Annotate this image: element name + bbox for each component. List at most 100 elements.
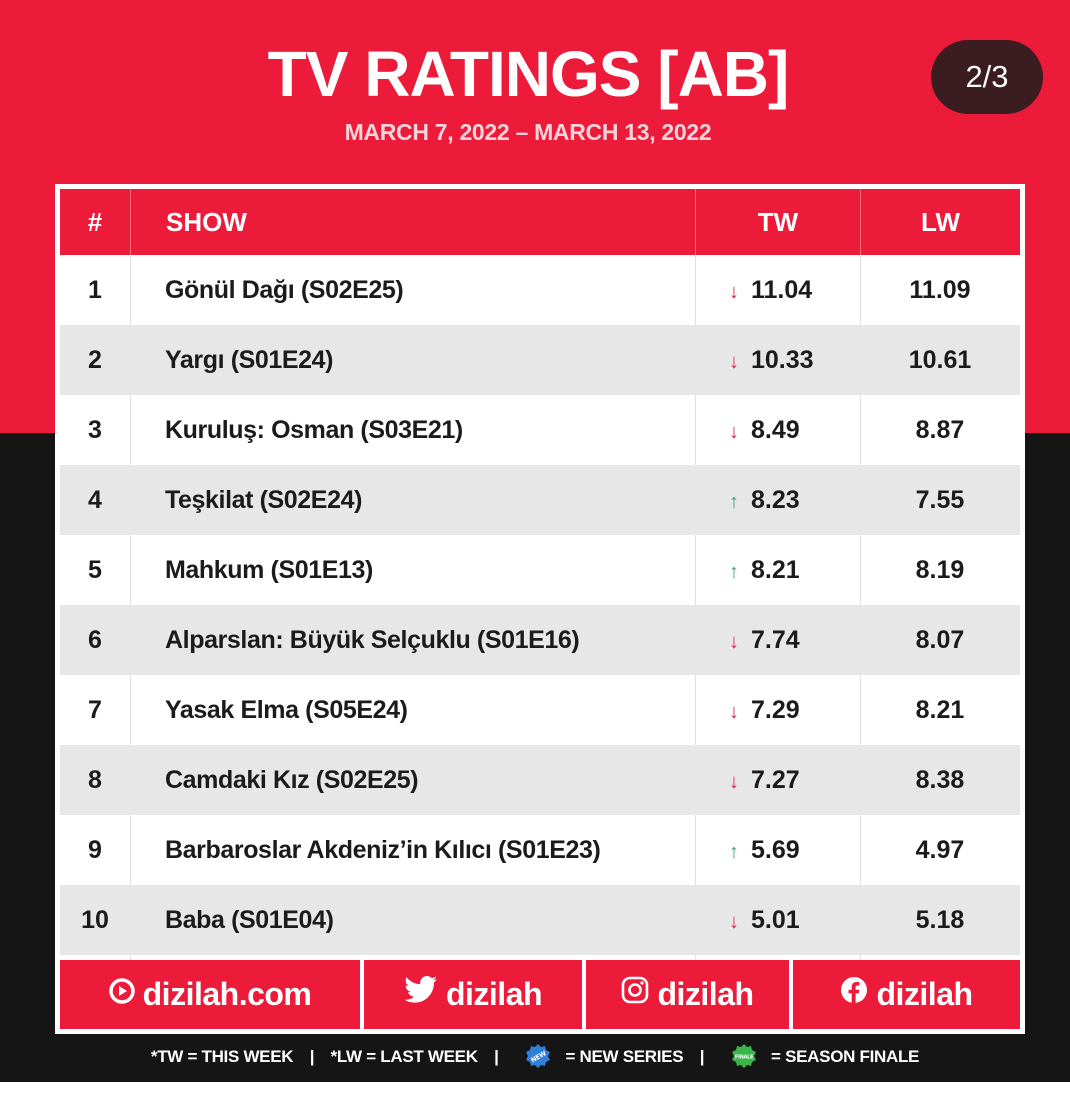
trend-down-icon: ↓ — [729, 701, 739, 723]
last-week-cell: 8.07 — [915, 626, 965, 654]
table-row: 4 Teşkilat (S02E24) ↑ 8.23 7.55 — [60, 465, 1020, 535]
trend-down-icon: ↓ — [729, 421, 739, 443]
rank-cell: 9 — [88, 836, 102, 864]
social-link-facebook[interactable]: dizilah — [793, 960, 1020, 1029]
this-week-value: 5.01 — [751, 906, 800, 934]
last-week-cell: 11.09 — [909, 276, 971, 304]
this-week-cell: ↓ 11.04 — [725, 255, 865, 325]
legend-separator: | — [699, 1047, 705, 1066]
show-title-cell: Barbaroslar Akdeniz’in Kılıcı (S01E23) — [165, 836, 601, 864]
show-title-cell: Camdaki Kız (S02E25) — [165, 766, 419, 794]
trend-up-icon: ↑ — [729, 491, 739, 513]
this-week-cell: ↓ 7.27 — [725, 745, 865, 815]
this-week-cell: ↓ 7.29 — [725, 675, 865, 745]
last-week-cell: 8.21 — [915, 696, 965, 724]
legend-separator: | — [494, 1047, 499, 1066]
twitter-icon — [404, 959, 438, 1028]
rank-cell: 5 — [88, 556, 102, 584]
social-link-instagram[interactable]: dizilah — [586, 960, 789, 1029]
this-week-value: 5.69 — [751, 836, 800, 864]
show-title-cell: Baba (S01E04) — [165, 906, 334, 934]
this-week-cell: ↓ 10.33 — [725, 325, 865, 395]
this-week-cell: ↑ 8.21 — [725, 535, 865, 605]
social-link-label: dizilah.com — [142, 976, 312, 1012]
dizilah-logo-icon — [108, 959, 135, 1028]
this-week-value: 8.23 — [751, 486, 800, 514]
social-link-label: dizilah — [445, 976, 543, 1012]
new-series-badge-icon: NEW — [525, 1043, 551, 1069]
legend-last-week: *LW = LAST WEEK — [330, 1047, 478, 1066]
trend-down-icon: ↓ — [729, 281, 739, 303]
this-week-value: 8.49 — [751, 416, 800, 444]
column-header-show: SHOW — [130, 189, 695, 255]
this-week-value: 7.27 — [751, 766, 800, 794]
trend-down-icon: ↓ — [729, 631, 739, 653]
facebook-icon — [840, 959, 868, 1028]
table-row: 7 Yasak Elma (S05E24) ↓ 7.29 8.21 — [60, 675, 1020, 745]
legend-new-series: = NEW SERIES — [565, 1047, 684, 1066]
trend-down-icon: ↓ — [729, 771, 739, 793]
social-link-twitter[interactable]: dizilah — [364, 960, 582, 1029]
date-range: MARCH 7, 2022 – MARCH 13, 2022 — [344, 119, 712, 145]
legend: *TW = THIS WEEK | *LW = LAST WEEK | NEW … — [0, 1042, 1070, 1072]
this-week-cell: ↓ 7.74 — [725, 605, 865, 675]
ratings-poster: TV RATINGS [AB] MARCH 7, 2022 – MARCH 13… — [0, 0, 1070, 1082]
last-week-cell: 8.19 — [915, 556, 965, 584]
social-link-dizilah-logo[interactable]: dizilah.com — [60, 960, 360, 1029]
column-header-rank: # — [87, 207, 103, 237]
last-week-cell: 5.18 — [915, 906, 965, 934]
table-row: 10 Baba (S01E04) ↓ 5.01 5.18 — [60, 885, 1020, 955]
this-week-value: 10.33 — [751, 346, 814, 374]
legend-separator: | — [309, 1047, 315, 1066]
rank-cell: 3 — [88, 416, 102, 444]
table-row: 3 Kuruluş: Osman (S03E21) ↓ 8.49 8.87 — [60, 395, 1020, 465]
last-week-cell: 10.61 — [908, 346, 972, 374]
show-title-cell: Gönül Dağı (S02E25) — [165, 276, 404, 304]
finale-badge-label: FINALE — [735, 1054, 754, 1060]
show-title-cell: Mahkum (S01E13) — [165, 556, 373, 584]
rank-cell: 6 — [88, 626, 102, 654]
this-week-value: 11.04 — [751, 276, 813, 304]
page-indicator[interactable]: 2/3 — [931, 40, 1043, 114]
rank-cell: 4 — [88, 486, 102, 514]
social-link-label: dizilah — [876, 976, 973, 1012]
rank-cell: 7 — [88, 696, 102, 724]
this-week-value: 8.21 — [751, 556, 800, 584]
trend-down-icon: ↓ — [729, 911, 739, 933]
this-week-cell: ↑ 5.69 — [725, 815, 865, 885]
trend-up-icon: ↑ — [729, 561, 739, 583]
this-week-cell: ↓ 8.49 — [725, 395, 865, 465]
show-title-cell: Yasak Elma (S05E24) — [165, 696, 408, 724]
ratings-table: # SHOW TW LW 1 Gönül Dağı (S02E25) ↓ 11.04 1… — [55, 184, 1025, 1034]
legend-season-finale: = SEASON FINALE — [771, 1047, 920, 1066]
table-row: 2 Yargı (S01E24) ↓ 10.33 10.61 — [60, 325, 1020, 395]
table-header: # SHOW TW LW — [60, 189, 1020, 255]
this-week-value: 7.74 — [751, 626, 800, 654]
show-title-cell: Kuruluş: Osman (S03E21) — [165, 416, 463, 444]
show-title-cell: Alparslan: Büyük Selçuklu (S01E16) — [165, 626, 580, 654]
last-week-cell: 4.97 — [915, 836, 965, 864]
last-week-cell: 8.38 — [915, 766, 965, 794]
column-header-this-week: TW — [695, 189, 860, 255]
this-week-value: 7.29 — [751, 696, 800, 724]
table-row: 8 Camdaki Kız (S02E25) ↓ 7.27 8.38 — [60, 745, 1020, 815]
last-week-cell: 8.87 — [915, 416, 965, 444]
trend-down-icon: ↓ — [729, 351, 739, 373]
last-week-cell: 7.55 — [915, 486, 965, 514]
table-row: 5 Mahkum (S01E13) ↑ 8.21 8.19 — [60, 535, 1020, 605]
legend-this-week: *TW = THIS WEEK — [150, 1047, 294, 1066]
social-links-bar: dizilah.com dizilah dizilah dizilah — [60, 960, 1020, 1029]
rank-cell: 10 — [81, 906, 109, 934]
instagram-icon — [621, 959, 649, 1028]
show-title-cell: Yargı (S01E24) — [165, 346, 334, 374]
page-title: TV RATINGS [AB] — [267, 38, 790, 110]
column-header-last-week: LW — [860, 189, 1020, 255]
rank-cell: 2 — [88, 346, 102, 374]
below-image-area — [0, 1082, 1070, 1120]
rank-cell: 1 — [88, 276, 102, 304]
table-row: 1 Gönül Dağı (S02E25) ↓ 11.04 11.09 — [60, 255, 1020, 325]
this-week-cell: ↑ 8.23 — [725, 465, 865, 535]
table-row: 6 Alparslan: Büyük Selçuklu (S01E16) ↓ 7.74… — [60, 605, 1020, 675]
rank-cell: 8 — [88, 766, 102, 794]
social-link-label: dizilah — [657, 976, 754, 1012]
